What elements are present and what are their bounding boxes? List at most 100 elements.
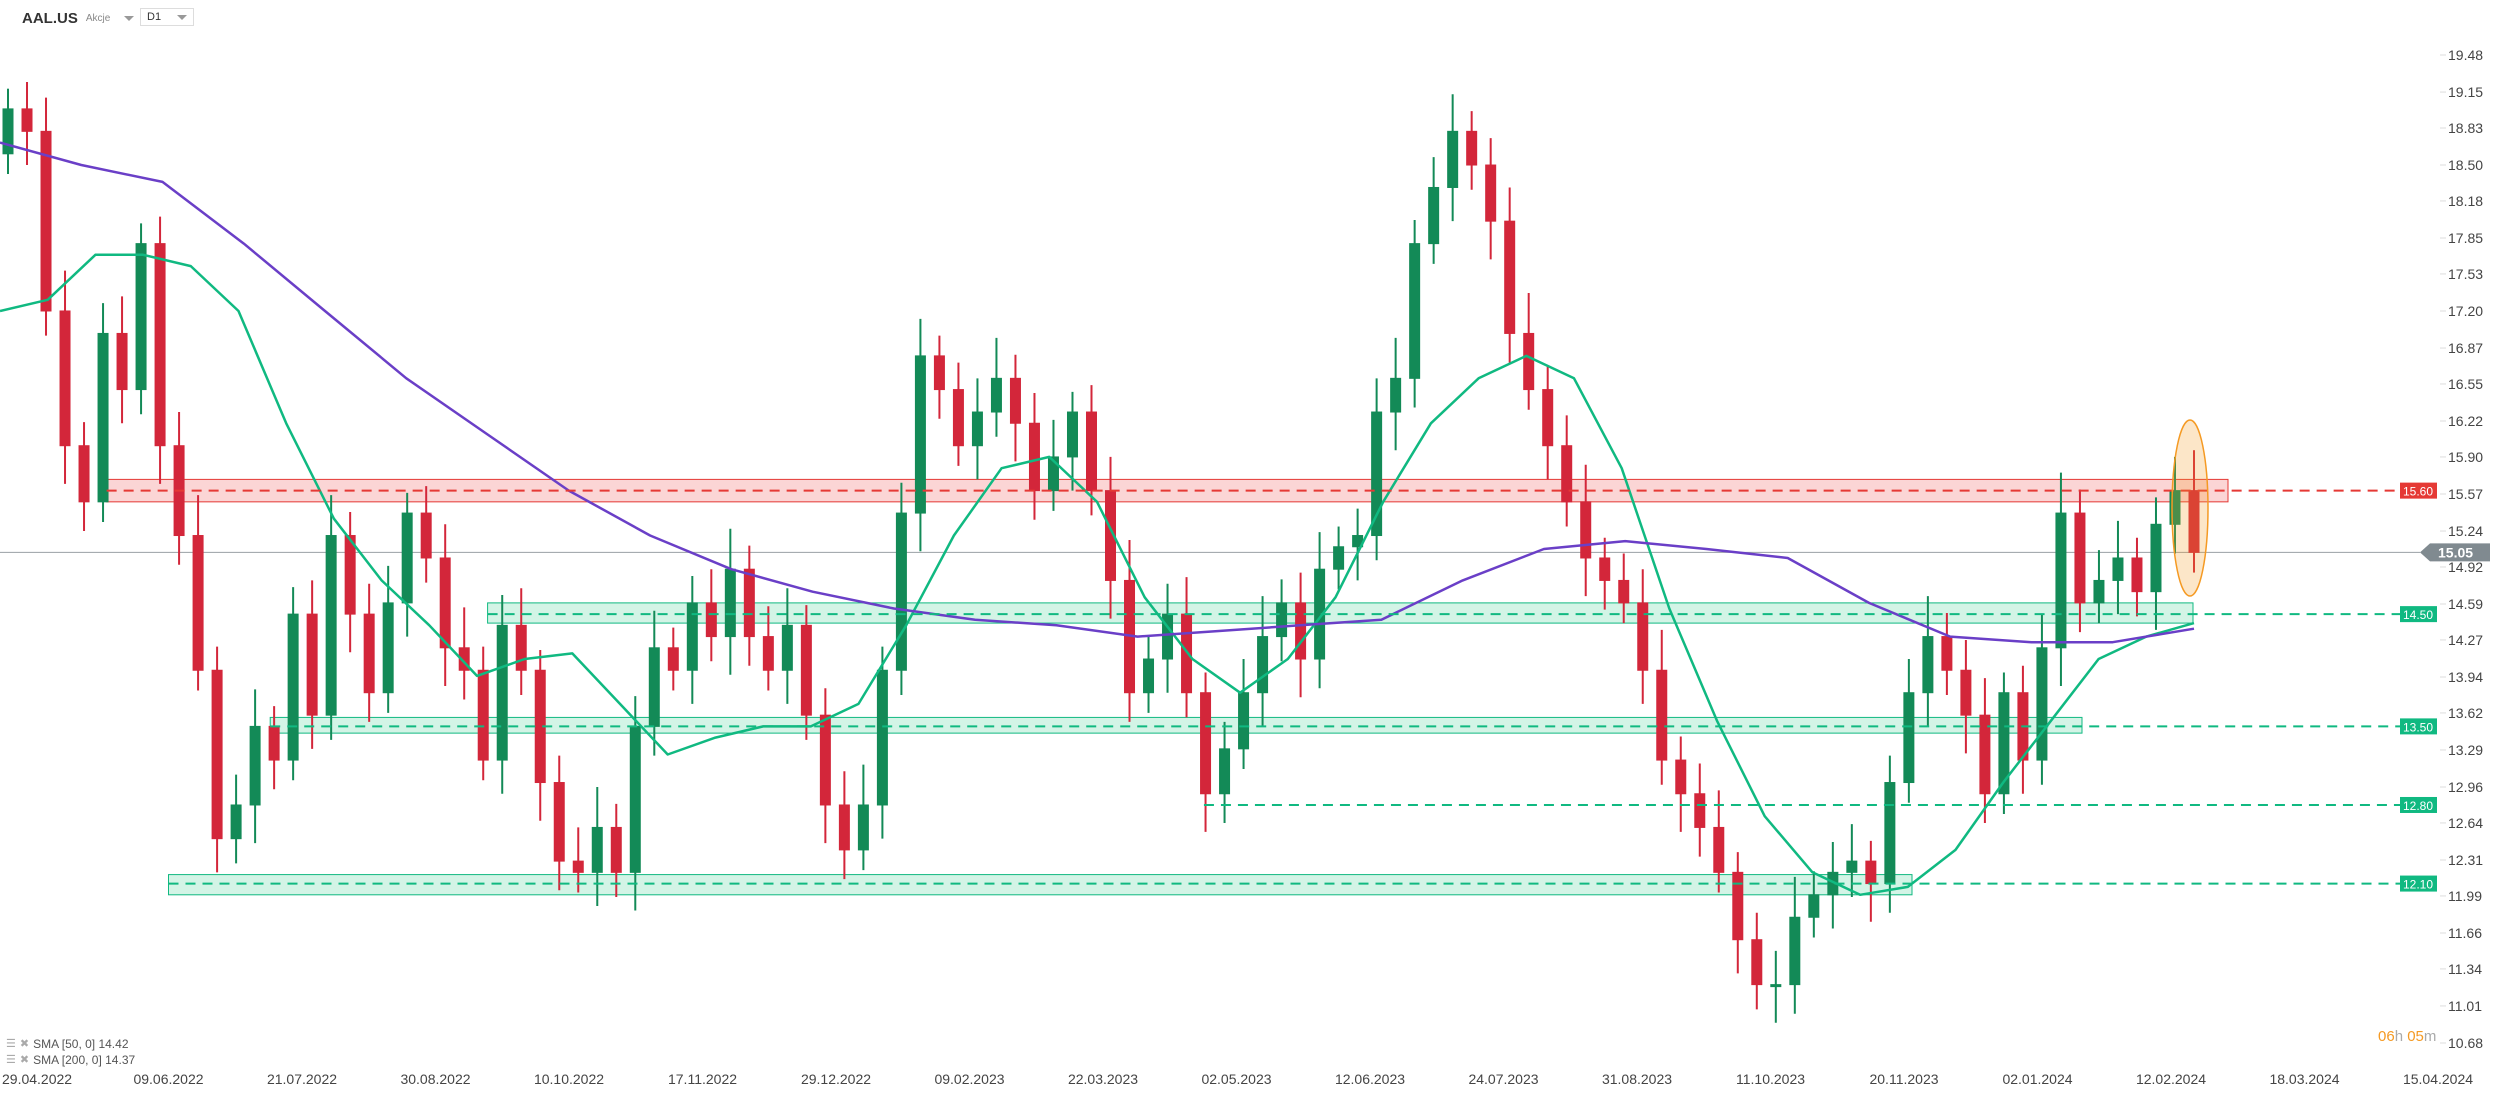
candle (1694, 763, 1706, 857)
candle-body (1371, 411, 1383, 537)
x-tick-label: 21.07.2022 (267, 1071, 337, 1087)
candle (420, 486, 432, 583)
legend-sma200[interactable]: ☰ ✖ SMA [200, 0] 14.37 (6, 1052, 135, 1068)
candle-body (1447, 130, 1459, 188)
candle-body (1846, 860, 1858, 873)
candle-body (876, 669, 888, 806)
close-icon[interactable]: ✖ (19, 1038, 30, 1050)
candle (1333, 526, 1345, 590)
legend-sma50[interactable]: ☰ ✖ SMA [50, 0] 14.42 (6, 1036, 135, 1052)
candle (610, 803, 622, 898)
candle-body (2074, 512, 2086, 604)
candle (1713, 790, 1725, 893)
candle (591, 787, 603, 907)
candle-body (458, 647, 470, 671)
candle (1561, 415, 1573, 527)
candle-body (230, 804, 242, 840)
candle (800, 605, 812, 740)
candle (458, 607, 470, 700)
candle-body (1751, 939, 1763, 986)
candle (914, 318, 926, 552)
candle (781, 588, 793, 704)
candle-body (1295, 602, 1307, 660)
candle-body (1200, 692, 1212, 795)
candle (230, 774, 242, 864)
candle-body (1789, 916, 1801, 986)
x-tick-label: 18.03.2024 (2269, 1071, 2339, 1087)
level-badge-12.10 (2400, 875, 2437, 892)
candle (819, 688, 831, 844)
x-tick-label: 02.01.2024 (2002, 1071, 2072, 1087)
candle (1047, 419, 1059, 511)
y-tick-label: 11.66 (2448, 925, 2482, 941)
candle (2017, 665, 2029, 794)
candle-body (1009, 377, 1021, 424)
countdown-hours-unit: h (2394, 1028, 2404, 1045)
candle-body (1599, 557, 1611, 581)
close-icon[interactable]: ✖ (19, 1054, 30, 1066)
candle-body (1504, 220, 1516, 334)
x-tick-label: 17.11.2022 (668, 1071, 737, 1087)
candle-body (1941, 636, 1953, 671)
candle-body (325, 535, 337, 716)
candle (116, 296, 128, 424)
candle-body (420, 512, 432, 559)
candle-body (1409, 243, 1421, 379)
candle-countdown: 06h 05m (2378, 1028, 2436, 1045)
chevron-down-icon[interactable] (124, 16, 135, 21)
candle-body (1808, 894, 1820, 918)
candle-body (2188, 490, 2200, 553)
y-tick-label: 15.57 (2448, 486, 2483, 502)
candle-body (1523, 332, 1535, 391)
candle (705, 569, 717, 662)
settings-icon[interactable]: ☰ (6, 1054, 16, 1066)
candle (325, 495, 337, 740)
candle (154, 216, 166, 484)
candle (1922, 596, 1934, 727)
candle-body (477, 669, 489, 761)
level-label-12.80: 12.80 (2403, 799, 2433, 813)
candle-body (2036, 647, 2048, 761)
candle (2, 88, 14, 175)
candle (1789, 876, 1801, 1014)
candle (306, 580, 318, 749)
y-tick-label: 15.24 (2448, 523, 2483, 539)
candle (344, 511, 356, 653)
candle (1675, 736, 1687, 832)
candle-body (1428, 186, 1440, 245)
candle (1466, 111, 1478, 190)
y-tick-label: 18.50 (2448, 157, 2483, 173)
chevron-down-icon (177, 14, 188, 20)
candle-body (762, 636, 774, 671)
candle (21, 81, 33, 166)
candle-body (306, 613, 318, 716)
candle-body (952, 389, 964, 447)
candle (1162, 583, 1174, 693)
symbol-label[interactable]: AAL.US (22, 10, 78, 27)
candle (1732, 852, 1744, 974)
candle (1751, 912, 1763, 1010)
candle-body (515, 624, 527, 671)
candle-body (724, 568, 736, 638)
candle-body (1656, 669, 1668, 761)
y-tick-label: 12.64 (2448, 815, 2483, 831)
candle (382, 565, 394, 713)
candle-body (1390, 377, 1402, 413)
y-tick-label: 11.34 (2448, 961, 2482, 977)
candle (1428, 157, 1440, 264)
candle (952, 362, 964, 466)
candle (1846, 824, 1858, 898)
candle (1009, 354, 1021, 462)
timeframe-select[interactable]: D1 (140, 8, 195, 26)
x-tick-label: 24.07.2023 (1468, 1071, 1538, 1087)
x-tick-label: 29.04.2022 (2, 1071, 72, 1087)
candle (173, 412, 185, 565)
candle (1295, 572, 1307, 698)
candle-body (743, 568, 755, 638)
settings-icon[interactable]: ☰ (6, 1038, 16, 1050)
highlight-ellipse (2171, 419, 2209, 597)
y-tick-label: 12.96 (2448, 779, 2483, 795)
candle-body (135, 243, 147, 391)
y-tick-label: 18.18 (2448, 193, 2483, 209)
